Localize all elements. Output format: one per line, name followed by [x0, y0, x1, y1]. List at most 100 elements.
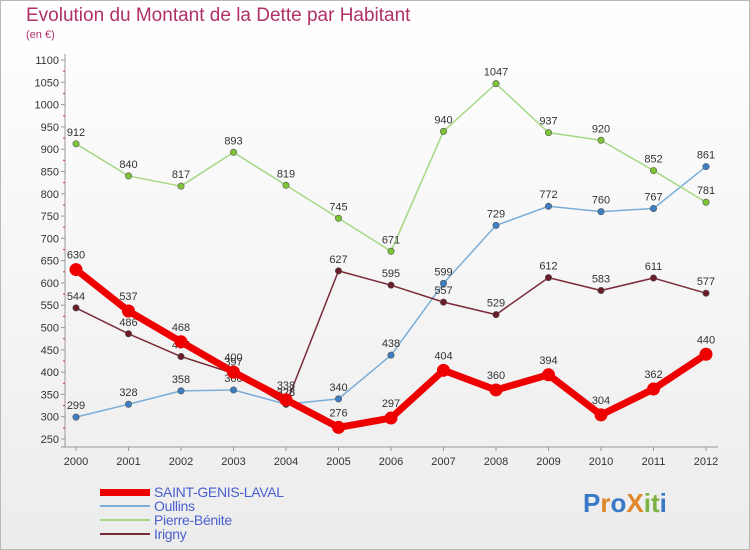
- data-point: [334, 395, 342, 403]
- y-tick-label: 600: [41, 278, 59, 290]
- data-label: 772: [539, 189, 557, 201]
- data-point: [439, 279, 447, 287]
- data-point: [437, 363, 450, 377]
- data-point: [177, 387, 185, 395]
- data-point: [492, 311, 500, 319]
- data-label: 486: [119, 317, 137, 329]
- data-point: [649, 274, 657, 282]
- legend-item-oullins: Oullins: [100, 498, 284, 514]
- logo-letter: o: [610, 488, 627, 518]
- data-label: 299: [67, 400, 85, 412]
- x-tick-label: 2011: [642, 456, 666, 468]
- legend-swatch-oullins: [100, 505, 150, 507]
- data-label: 544: [67, 291, 85, 303]
- legend-label-pierre-benite: Pierre-Bénite: [154, 512, 232, 528]
- data-point: [492, 221, 500, 229]
- y-tick-label: 450: [41, 345, 59, 357]
- x-tick-label: 2004: [274, 456, 298, 468]
- data-point: [594, 408, 608, 422]
- legend-label-irigny: Irigny: [154, 526, 187, 542]
- data-point: [597, 136, 605, 144]
- data-point: [72, 413, 80, 421]
- data-label: 612: [539, 261, 557, 273]
- legend: SAINT-GENIS-LAVAL Oullins Pierre-Bénite …: [100, 484, 284, 542]
- data-point: [230, 148, 238, 156]
- data-point: [334, 267, 342, 275]
- data-point: [647, 382, 660, 396]
- y-tick-label: 1000: [35, 100, 59, 112]
- data-label: 912: [67, 127, 85, 139]
- y-tick-label: 800: [41, 189, 59, 201]
- data-label: 599: [434, 266, 452, 278]
- data-label: 940: [434, 114, 452, 126]
- data-label: 1047: [484, 67, 508, 79]
- data-label: 338: [277, 380, 295, 392]
- legend-swatch-irigny: [100, 533, 150, 535]
- x-tick-label: 2007: [431, 456, 455, 468]
- data-label: 358: [172, 374, 190, 386]
- y-tick-label: 650: [41, 256, 59, 268]
- x-tick-label: 2010: [589, 456, 613, 468]
- data-point: [122, 304, 135, 318]
- data-label: 404: [434, 350, 452, 362]
- logo-letter: i: [643, 488, 651, 518]
- x-tick-label: 2005: [326, 456, 350, 468]
- data-point: [177, 353, 185, 361]
- y-tick-label: 900: [41, 144, 59, 156]
- data-point: [72, 304, 80, 312]
- data-label: 537: [119, 291, 137, 303]
- y-tick-label: 350: [41, 389, 59, 401]
- data-point: [230, 386, 238, 394]
- data-label: 627: [329, 254, 347, 266]
- data-label: 819: [277, 168, 295, 180]
- y-tick-label: 950: [41, 122, 59, 134]
- data-label: 920: [592, 123, 610, 135]
- logo-letter: r: [600, 488, 611, 518]
- y-tick-label: 1100: [35, 55, 59, 67]
- proxiti-logo: ProXiti: [583, 488, 667, 519]
- series-line: [75, 165, 707, 418]
- data-label: 440: [697, 334, 715, 346]
- data-label: 360: [487, 370, 505, 382]
- data-label: 394: [539, 355, 557, 367]
- y-tick-label: 700: [41, 233, 59, 245]
- data-label: 577: [697, 276, 715, 288]
- y-tick-label: 1050: [35, 77, 59, 89]
- data-label: 304: [592, 395, 610, 407]
- logo-letter: i: [659, 488, 667, 518]
- data-point: [72, 140, 80, 148]
- data-label: 400: [224, 352, 242, 364]
- data-point: [332, 420, 345, 434]
- data-point: [699, 347, 713, 361]
- y-tick-label: 300: [41, 412, 59, 424]
- data-label: 529: [487, 298, 505, 310]
- data-point: [125, 400, 133, 408]
- data-point: [702, 289, 710, 297]
- chart-subtitle: (en €): [26, 29, 55, 41]
- data-point: [334, 214, 342, 222]
- data-point: [439, 127, 447, 135]
- data-label: 438: [382, 338, 400, 350]
- x-tick-label: 2009: [536, 456, 560, 468]
- y-tick-label: 250: [41, 434, 59, 446]
- y-tick-label: 550: [41, 300, 59, 312]
- data-label: 583: [592, 274, 610, 286]
- data-point: [69, 263, 83, 277]
- y-tick-label: 500: [41, 323, 59, 335]
- data-point: [702, 163, 710, 171]
- legend-item-pierre-benite: Pierre-Bénite: [100, 512, 284, 528]
- data-label: 760: [592, 195, 610, 207]
- x-tick-label: 2008: [484, 456, 508, 468]
- series-line: [75, 82, 707, 253]
- data-point: [649, 167, 657, 175]
- data-point: [544, 129, 552, 137]
- data-point: [492, 80, 500, 88]
- data-point: [597, 208, 605, 216]
- y-tick-label: 850: [41, 166, 59, 178]
- data-label: 937: [539, 116, 557, 128]
- data-label: 630: [67, 250, 85, 262]
- data-point: [387, 247, 395, 255]
- data-label: 781: [697, 185, 715, 197]
- data-point: [125, 330, 133, 338]
